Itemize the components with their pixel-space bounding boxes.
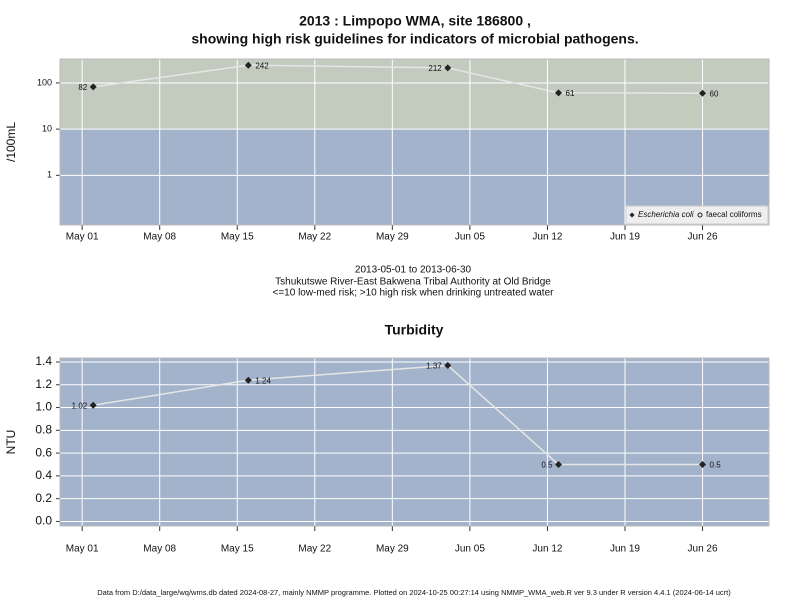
data-label: 0.5 — [710, 461, 722, 470]
y-tick-label: 0.4 — [35, 468, 52, 482]
data-point — [555, 89, 563, 97]
x-tick-label: May 01 — [66, 544, 99, 555]
y-tick-label: 0.6 — [35, 445, 52, 459]
x-tick-label: Jun 12 — [532, 232, 562, 243]
x-tick-label: Jun 05 — [455, 232, 485, 243]
annotation: 2013-05-01 to 2013-06-30 — [355, 265, 472, 276]
x-tick-label: May 22 — [298, 544, 331, 555]
x-tick-label: May 15 — [221, 232, 254, 243]
data-label: 1.37 — [426, 362, 442, 371]
data-label: 1.02 — [72, 401, 88, 410]
legend-box — [625, 205, 769, 225]
x-tick-label: May 29 — [376, 544, 409, 555]
data-point — [699, 460, 707, 468]
footer: Data from D:/data_large/wq/wms.db dated … — [97, 588, 731, 597]
x-tick-label: May 15 — [221, 544, 254, 555]
plot-background — [60, 358, 769, 526]
data-point — [89, 83, 97, 91]
x-tick-label: Jun 12 — [532, 544, 562, 555]
y-axis-title: NTU — [4, 430, 18, 455]
data-label: 61 — [566, 89, 575, 98]
data-point — [699, 89, 707, 97]
x-tick-label: Jun 26 — [688, 232, 718, 243]
data-label: 82 — [78, 83, 87, 92]
legend-marker — [629, 212, 635, 218]
y-tick-label: 100 — [37, 77, 52, 87]
y-tick-label: 1.2 — [35, 377, 52, 391]
high-risk-band — [60, 59, 769, 130]
legend-marker — [697, 212, 703, 218]
data-label: 0.5 — [541, 461, 553, 470]
y-tick-label: 0.8 — [35, 422, 52, 436]
x-tick-label: Jun 05 — [455, 544, 485, 555]
x-tick-label: Jun 26 — [688, 544, 718, 555]
x-tick-label: May 22 — [298, 232, 331, 243]
data-point — [444, 64, 452, 72]
data-point — [244, 61, 252, 69]
y-tick-label: 1 — [47, 170, 52, 180]
plot-frame — [59, 357, 770, 527]
y-tick-label: 1.0 — [35, 400, 52, 414]
y-axis-title: /100mL — [4, 122, 18, 162]
x-tick-label: May 08 — [143, 544, 176, 555]
chart-title: 2013 : Limpopo WMA, site 186800 , — [299, 13, 531, 29]
x-tick-label: May 08 — [143, 232, 176, 243]
data-label: 1.24 — [255, 376, 271, 385]
y-tick-label: 0.0 — [35, 514, 52, 528]
y-tick-label: 1.4 — [35, 354, 52, 368]
data-label: 242 — [255, 61, 269, 70]
data-point — [244, 376, 252, 384]
x-tick-label: Jun 19 — [610, 544, 640, 555]
data-label: 212 — [428, 64, 442, 73]
x-tick-label: May 29 — [376, 232, 409, 243]
data-point — [555, 460, 563, 468]
y-tick-label: 10 — [42, 124, 52, 134]
chart-subtitle: showing high risk guidelines for indicat… — [191, 31, 638, 47]
plot-frame — [59, 58, 770, 226]
data-label: 60 — [710, 89, 719, 98]
data-point — [89, 401, 97, 409]
legend-label: faecal coliforms — [706, 210, 762, 219]
legend-label: Escherichia coli — [638, 210, 694, 219]
annotation: Tshukutswe River-East Bakwena Tribal Aut… — [275, 277, 551, 288]
x-tick-label: May 01 — [66, 232, 99, 243]
data-point — [444, 361, 452, 369]
y-tick-label: 0.2 — [35, 491, 52, 505]
chart-title: Turbidity — [385, 322, 444, 338]
annotation: <=10 low-med risk; >10 high risk when dr… — [273, 288, 555, 299]
x-tick-label: Jun 19 — [610, 232, 640, 243]
